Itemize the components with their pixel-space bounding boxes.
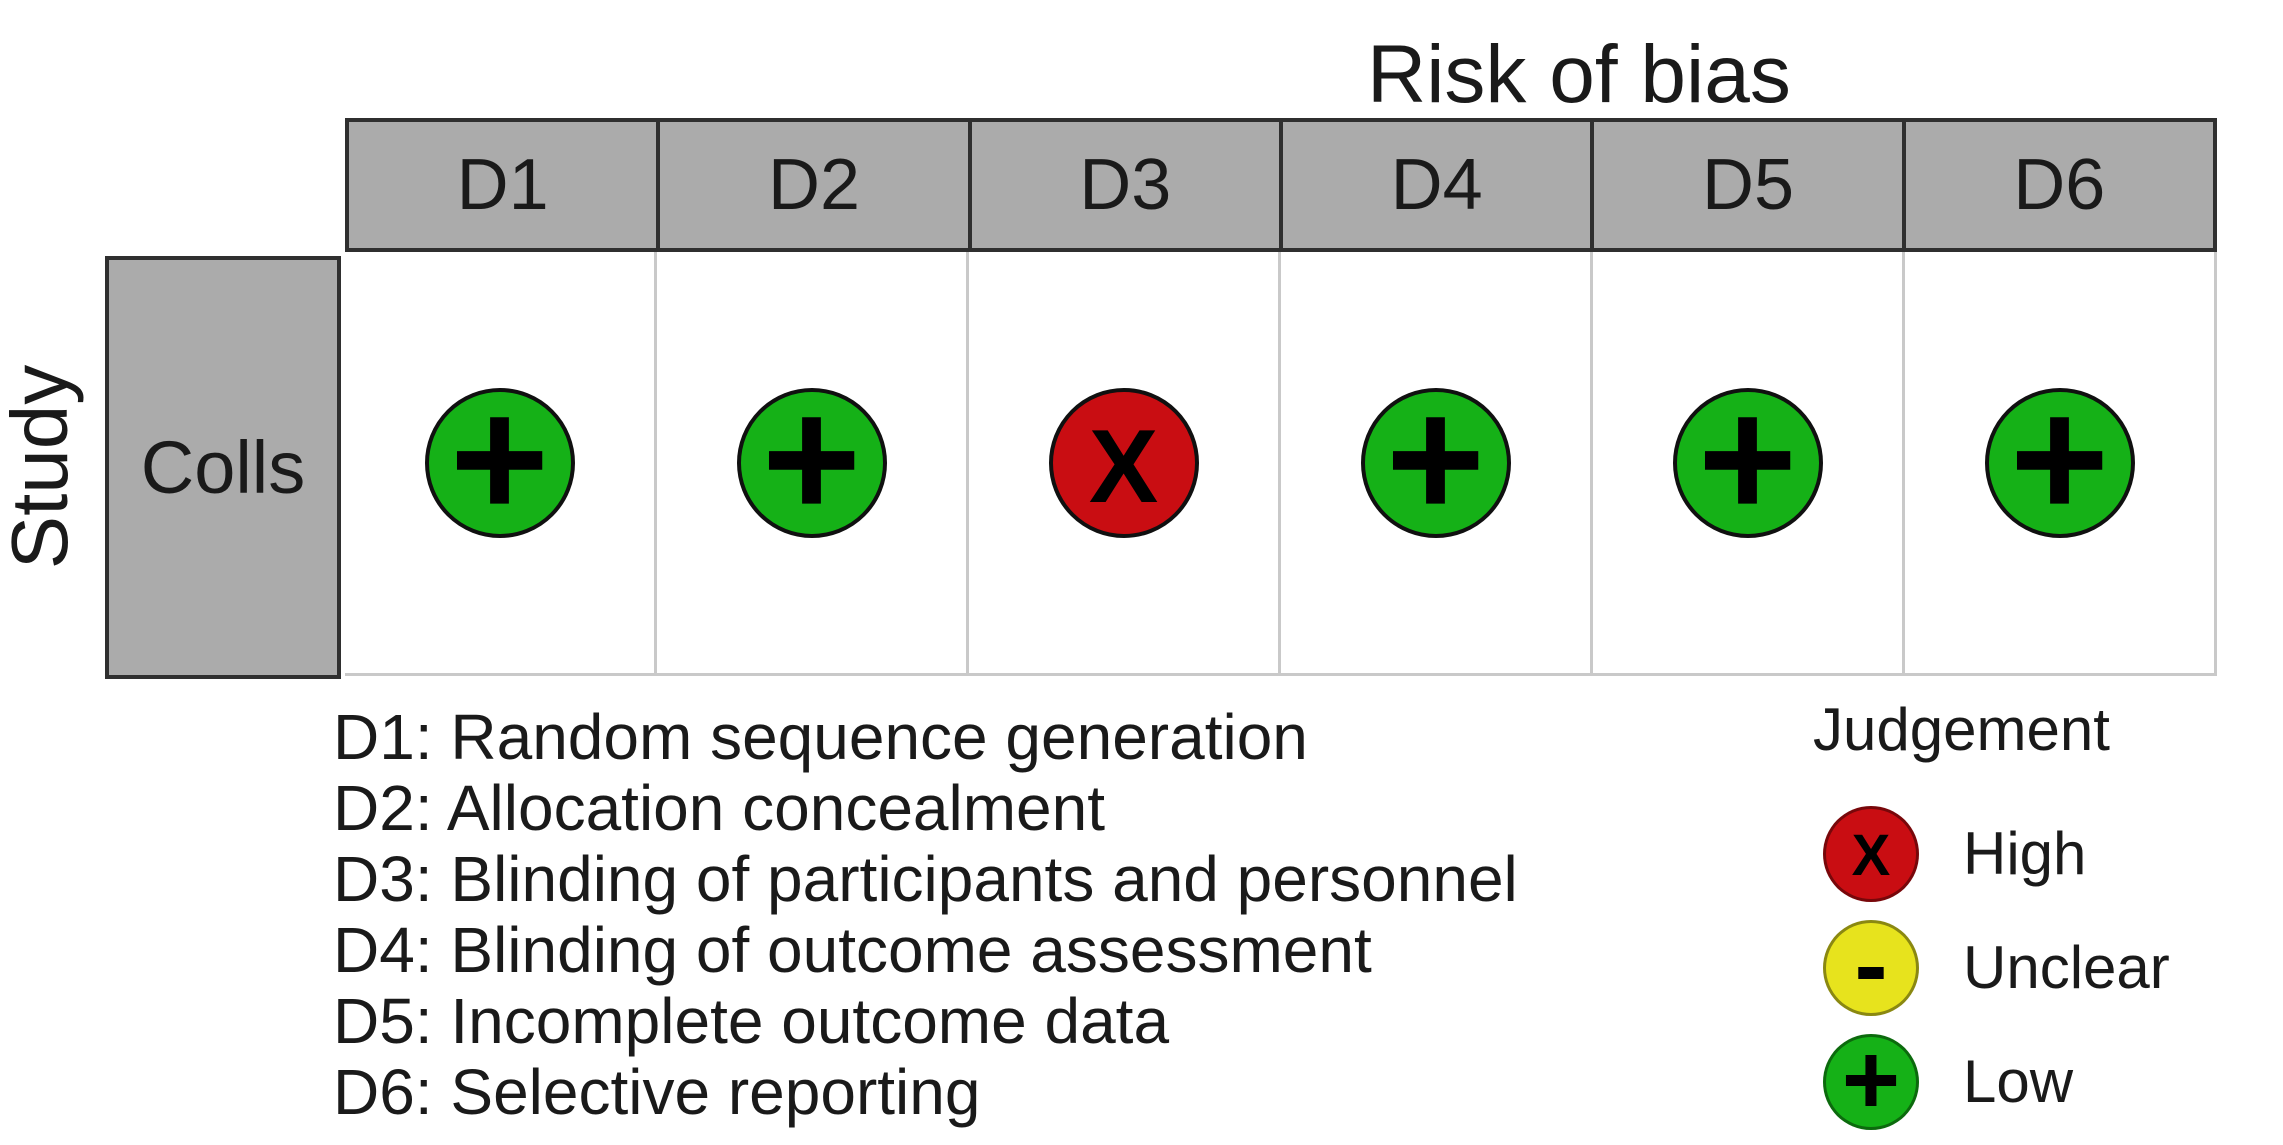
- judgement-circle-d6: +: [1984, 374, 2135, 544]
- column-header-d3: D3: [971, 118, 1283, 252]
- domain-definition-d1: D1: Random sequence generation: [333, 701, 1308, 773]
- judgement-symbol-d5: +: [1697, 363, 1798, 554]
- study-name-cell: Colls: [105, 256, 341, 679]
- assessment-cell-d1: +: [345, 252, 657, 673]
- column-header-d2: D2: [660, 118, 972, 252]
- domain-definition-d6: D6: Selective reporting: [333, 1056, 981, 1128]
- low-risk-symbol: +: [1841, 1023, 1901, 1136]
- domain-definitions-legend: D1: Random sequence generation D2: Alloc…: [333, 702, 1518, 1128]
- judgement-symbol-d3: X: [1088, 408, 1159, 525]
- column-header-d1: D1: [345, 118, 661, 252]
- judgement-circle-d4: +: [1360, 374, 1511, 544]
- judgement-label-high: High: [1963, 820, 2087, 887]
- judgement-symbol-d1: +: [449, 363, 550, 554]
- high-risk-symbol: X: [1851, 823, 1891, 888]
- column-header-d4: D4: [1282, 118, 1595, 252]
- column-header-d5: D5: [1594, 118, 1906, 252]
- row-axis-label: Study: [0, 364, 84, 570]
- domain-definition-d3: D3: Blinding of participants and personn…: [333, 843, 1518, 915]
- assessment-cell-d4: +: [1281, 252, 1593, 673]
- judgement-circle-d3: X: [1048, 387, 1199, 538]
- assessment-row: + + X + + +: [345, 252, 2217, 676]
- domain-definition-d5: D5: Incomplete outcome data: [333, 985, 1170, 1057]
- judgement-circle-d2: +: [736, 374, 887, 544]
- judgement-legend-title: Judgement: [1813, 696, 2110, 763]
- domain-definition-d2: D2: Allocation concealment: [333, 772, 1105, 844]
- judgement-legend-item-unclear: - Unclear: [1823, 915, 2170, 1016]
- column-header-row: D1 D2 D3 D4 D5 D6: [345, 118, 2217, 252]
- assessment-cell-d5: +: [1593, 252, 1905, 673]
- judgement-legend-item-low: + Low: [1823, 1030, 2170, 1130]
- judgement-symbol-d6: +: [2009, 363, 2110, 554]
- domain-definition-d4: D4: Blinding of outcome assessment: [333, 914, 1372, 986]
- judgement-legend-item-high: X High: [1823, 806, 2170, 902]
- high-risk-icon: X: [1823, 806, 1919, 902]
- judgement-label-low: Low: [1963, 1048, 2074, 1115]
- low-risk-icon: +: [1823, 1030, 1919, 1130]
- judgement-symbol-d2: +: [761, 363, 862, 554]
- assessment-cell-d3: X: [969, 252, 1281, 673]
- judgement-label-unclear: Unclear: [1963, 934, 2170, 1001]
- unclear-risk-icon: -: [1823, 915, 1919, 1016]
- judgement-legend: Judgement X High - Unclear + Low: [1813, 700, 2170, 1145]
- chart-title: Risk of bias: [1367, 29, 1791, 120]
- assessment-cell-d6: +: [1905, 252, 2217, 673]
- judgement-circle-d1: +: [424, 374, 575, 544]
- unclear-risk-symbol: -: [1854, 909, 1888, 1021]
- column-header-d6: D6: [1905, 118, 2217, 252]
- judgement-symbol-d4: +: [1385, 363, 1486, 554]
- judgement-circle-d5: +: [1672, 374, 1823, 544]
- assessment-cell-d2: +: [657, 252, 969, 673]
